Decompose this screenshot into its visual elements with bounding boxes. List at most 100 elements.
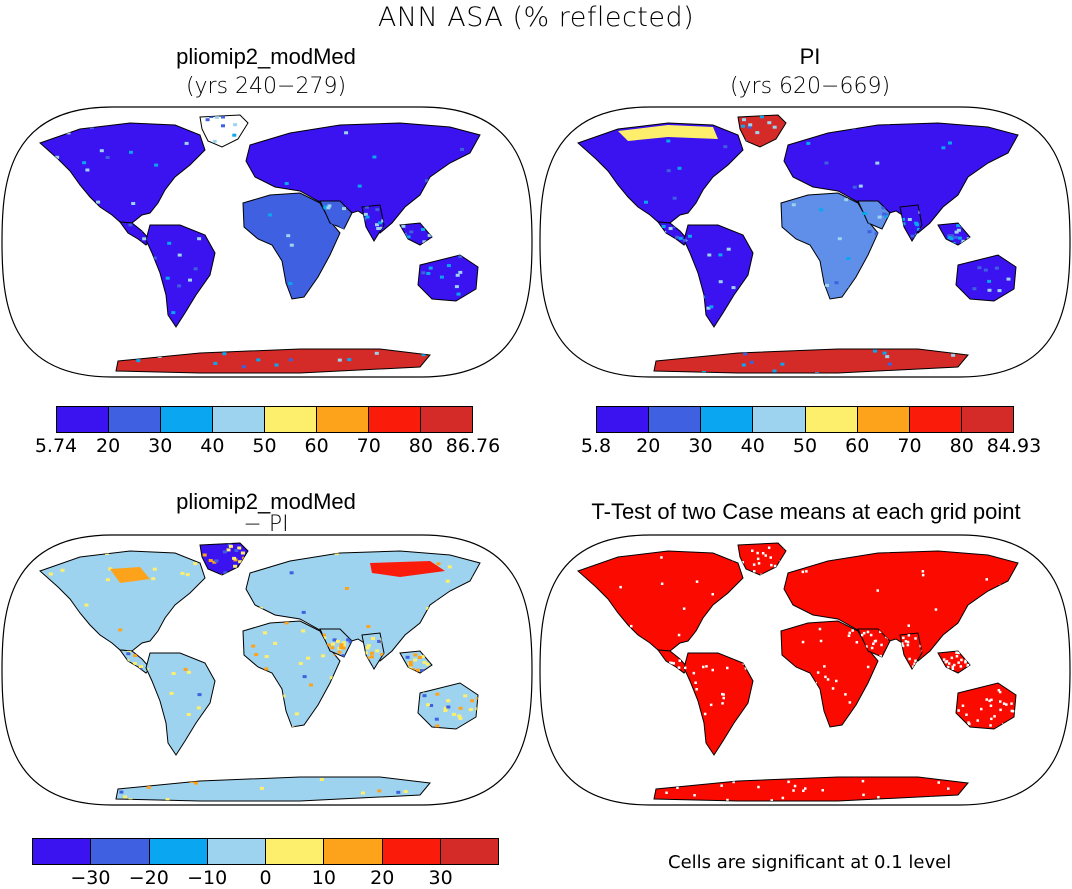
grid-cell: [901, 644, 905, 648]
landmass-india: [899, 204, 923, 242]
grid-cell: [370, 651, 374, 655]
grid-cell: [705, 665, 708, 668]
grid-cell: [1013, 602, 1017, 605]
grid-cell: [722, 693, 725, 696]
colorbar-tick-label: 20: [370, 867, 395, 889]
grid-cell: [678, 236, 683, 240]
grid-cell: [865, 717, 869, 720]
grid-cell: [318, 715, 323, 719]
grid-cell: [421, 655, 425, 658]
grid-cell: [408, 663, 413, 667]
grid-cell: [855, 641, 859, 644]
colorbar-swatch: [440, 839, 498, 864]
grid-cell: [81, 646, 86, 650]
grid-cell: [947, 787, 950, 790]
grid-cell: [209, 115, 214, 118]
grid-cell: [816, 671, 820, 674]
grid-cell: [729, 638, 732, 641]
grid-cell: [429, 242, 432, 245]
grid-cell: [955, 651, 958, 654]
grid-cell: [947, 662, 951, 665]
grid-cell: [953, 663, 956, 667]
grid-cell: [921, 235, 922, 239]
landmass-southAmerica: [683, 224, 754, 328]
grid-cell: [590, 555, 594, 558]
grid-cell: [123, 795, 128, 799]
grid-cell: [194, 781, 198, 785]
grid-cell: [221, 115, 225, 119]
grid-cell: [815, 372, 819, 373]
grid-cell: [990, 698, 993, 702]
grid-cell: [921, 570, 925, 573]
grid-cell: [221, 124, 225, 128]
landmass-eurasia: [245, 550, 481, 662]
grid-cell: [125, 672, 130, 673]
grid-cell: [256, 358, 261, 362]
grid-cell: [951, 665, 954, 668]
grid-cell: [906, 643, 910, 647]
landmass-southAmerica: [145, 652, 216, 756]
grid-cell: [860, 633, 864, 637]
grid-cell: [96, 200, 101, 204]
grid-cell: [873, 640, 877, 643]
grid-cell: [960, 671, 963, 673]
grid-cell: [956, 721, 959, 724]
grid-cell: [186, 713, 191, 716]
grid-cell: [381, 219, 384, 223]
colorbar-tick-label: −30: [70, 867, 111, 889]
grid-cell: [346, 638, 351, 642]
grid-cell: [887, 362, 892, 366]
grid-cell: [195, 163, 200, 167]
grid-cell: [165, 276, 170, 280]
colorbar-tick-label: 60: [845, 435, 870, 457]
grid-cell: [243, 132, 248, 136]
grid-cell: [866, 665, 870, 669]
colorbar-tick-label: 40: [740, 435, 765, 457]
grid-cell: [772, 369, 777, 373]
grid-cell: [720, 784, 723, 787]
grid-cell: [273, 641, 278, 645]
grid-cell: [138, 650, 143, 654]
grid-cell: [396, 790, 401, 794]
grid-cell: [413, 671, 418, 673]
grid-cell: [150, 268, 155, 272]
grid-cell: [1006, 277, 1011, 281]
grid-cell: [233, 564, 238, 568]
map-frame: [1, 106, 533, 378]
grid-cell: [177, 284, 182, 288]
grid-cell: [747, 125, 752, 129]
grid-cell: [942, 658, 946, 661]
colorbar-tick-label: 60: [304, 435, 329, 457]
grid-cell: [942, 239, 947, 243]
grid-cell: [178, 620, 183, 624]
grid-cell: [990, 717, 993, 721]
grid-cell: [947, 236, 952, 240]
grid-cell: [709, 703, 713, 707]
grid-cell: [726, 798, 729, 801]
grid-cell: [993, 715, 996, 718]
grid-cell: [679, 655, 682, 658]
landmass-antarctica: [653, 776, 969, 802]
grid-cell: [457, 714, 462, 718]
grid-cell: [458, 716, 463, 720]
grid-cell: [251, 644, 256, 648]
grid-cell: [212, 560, 217, 564]
grid-cell: [956, 224, 961, 228]
grid-cell: [966, 258, 971, 262]
grid-cell: [341, 654, 346, 657]
grid-cell: [127, 239, 132, 242]
grid-cell: [446, 264, 451, 268]
grid-cell: [158, 294, 163, 298]
grid-cell: [200, 755, 204, 758]
grid-cell: [129, 150, 133, 154]
grid-cell: [142, 237, 147, 241]
colorbar-swatch: [265, 407, 317, 432]
grid-cell: [726, 666, 729, 670]
colorbar-swatch: [109, 407, 161, 432]
grid-cell: [455, 273, 460, 277]
grid-cell: [805, 718, 809, 721]
grid-cell: [302, 675, 307, 679]
grid-cell: [430, 240, 432, 244]
grid-cell: [341, 641, 346, 645]
colorbar-tick-label: 5.8: [580, 435, 612, 457]
